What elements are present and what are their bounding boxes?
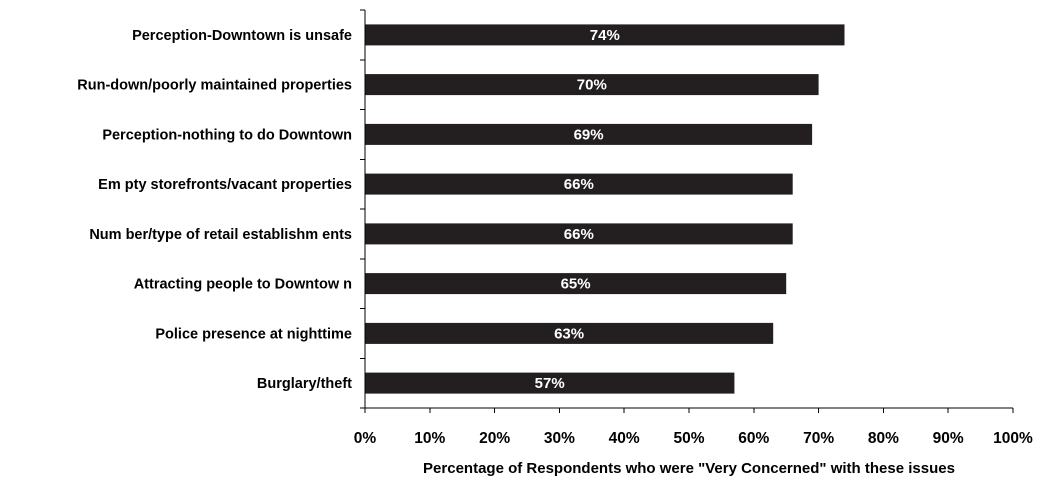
category-labels-group: Perception-Downtown is unsafe Run-down/po…	[77, 28, 352, 392]
category-label: Em pty storefronts/vacant properties	[98, 177, 352, 193]
category-label: Police presence at nighttime	[155, 326, 352, 342]
category-label: Perception-Downtown is unsafe	[132, 28, 352, 44]
x-tick-label: 90%	[933, 430, 964, 447]
data-label: 66%	[564, 226, 594, 243]
bar	[365, 223, 793, 245]
bar	[365, 273, 787, 295]
bar	[365, 24, 845, 46]
x-ticks-group: 0% 10% 20% 30% 40% 50% 60% 70% 80% 90% 100%	[354, 408, 1033, 447]
category-label: Num ber/type of retail establishm ents	[89, 227, 352, 243]
bar	[365, 372, 735, 394]
x-tick-label: 30%	[544, 430, 575, 447]
category-label: Burglary/theft	[257, 376, 352, 392]
category-label: Run-down/poorly maintained properties	[77, 78, 352, 94]
data-label: 57%	[535, 375, 565, 392]
x-tick-label: 20%	[479, 430, 510, 447]
x-tick-label: 60%	[738, 430, 769, 447]
data-label: 70%	[577, 77, 607, 94]
category-label: Perception-nothing to do Downtown	[102, 127, 352, 143]
x-tick-label: 10%	[414, 430, 445, 447]
x-tick-label: 100%	[993, 430, 1033, 447]
x-tick-label: 40%	[609, 430, 640, 447]
bars-group	[365, 24, 845, 394]
bar	[365, 173, 793, 195]
x-tick-label: 80%	[868, 430, 899, 447]
data-label: 65%	[561, 276, 591, 293]
data-label: 63%	[554, 325, 584, 342]
x-tick-label: 0%	[354, 430, 377, 447]
x-tick-label: 70%	[803, 430, 834, 447]
data-label: 66%	[564, 176, 594, 193]
x-tick-label: 50%	[673, 430, 704, 447]
bar	[365, 123, 813, 145]
x-axis-title: Percentage of Respondents who were "Very…	[423, 460, 955, 477]
data-label: 74%	[590, 27, 620, 44]
axes-group	[360, 9, 1013, 409]
data-label: 69%	[574, 126, 604, 143]
bar	[365, 322, 774, 344]
data-labels-group: 74% 70% 69% 66% 66% 65% 63% 57%	[535, 27, 620, 392]
category-label: Attracting people to Downtow n	[134, 277, 352, 293]
bar	[365, 74, 819, 96]
